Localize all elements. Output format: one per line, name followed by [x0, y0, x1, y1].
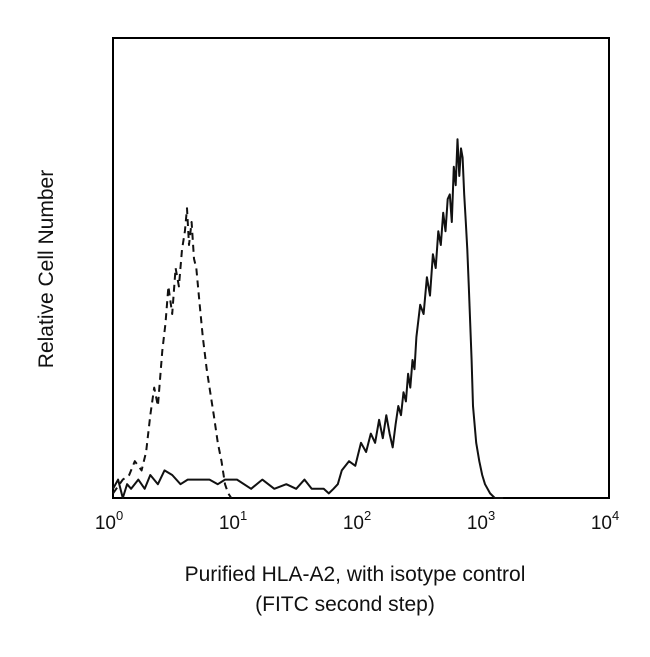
- x-tick-layer: 100 101 102 103 104: [95, 508, 619, 534]
- x-tick-label: 100: [95, 508, 123, 534]
- plot-frame: [112, 37, 610, 499]
- series-line-solid: [112, 138, 504, 499]
- x-tick-label: 102: [343, 508, 371, 534]
- x-axis-label-line2: (FITC second step): [255, 593, 435, 616]
- x-tick-label: 103: [467, 508, 495, 534]
- series-layer: [112, 138, 504, 499]
- x-tick-label: 104: [591, 508, 619, 534]
- series-line-dashed: [112, 207, 233, 499]
- y-axis-label: Relative Cell Number: [35, 170, 58, 368]
- x-tick-label: 101: [219, 508, 247, 534]
- x-axis-label: Purified HLA-A2, with isotype control: [185, 563, 526, 586]
